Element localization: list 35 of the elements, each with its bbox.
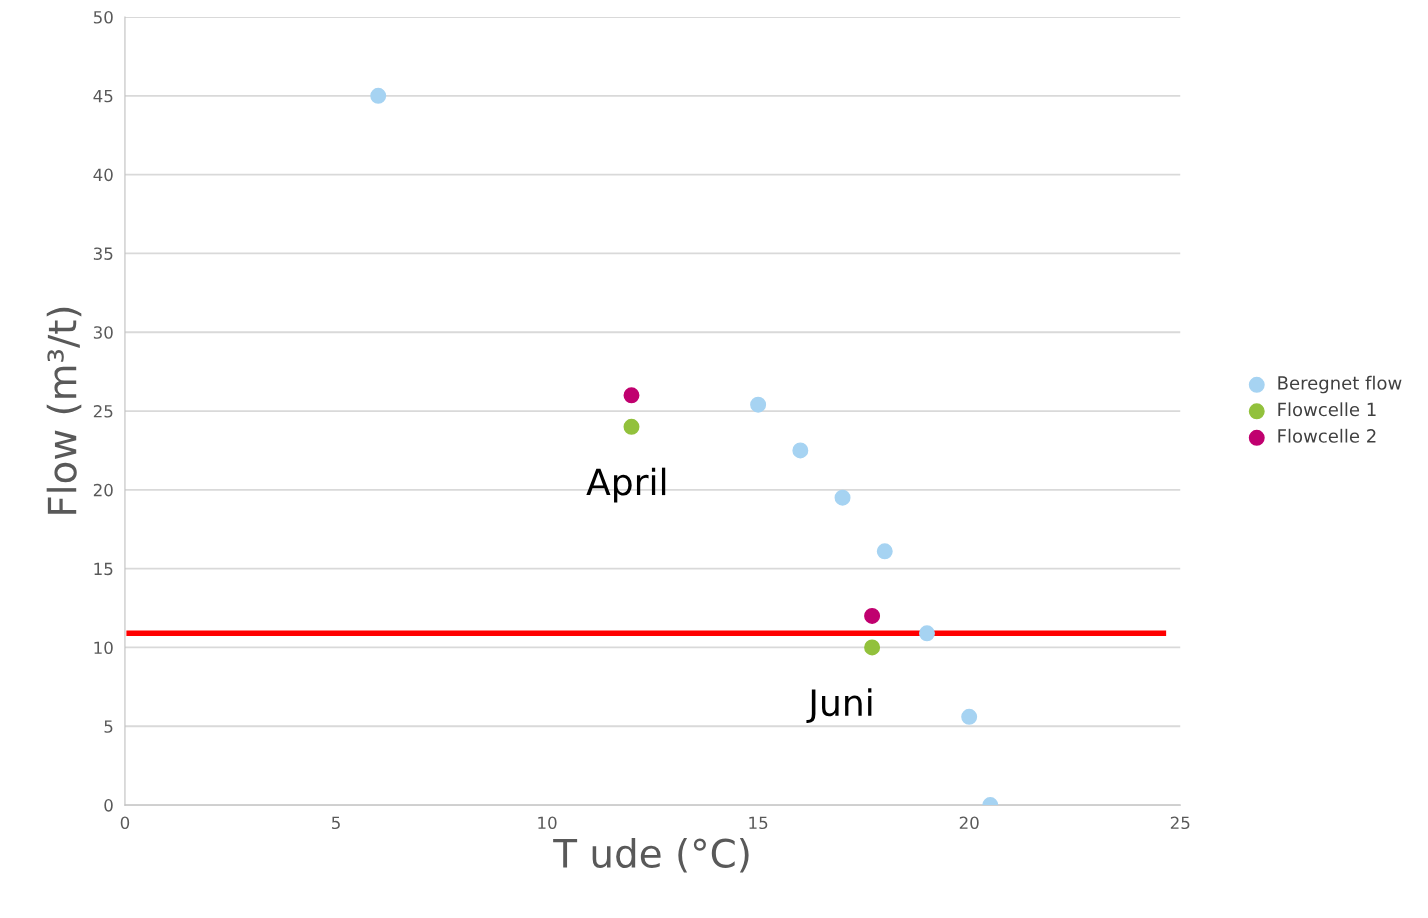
y-tick-label: 45: [93, 89, 113, 103]
point: [623, 387, 640, 404]
point: [792, 442, 809, 459]
y-tick-label: 15: [94, 562, 113, 576]
point: [750, 396, 767, 413]
x-tick-label: 25: [1170, 816, 1190, 830]
y-tick-label: 20: [93, 483, 113, 497]
point: [918, 625, 935, 642]
point: [961, 708, 978, 725]
point: [876, 543, 893, 560]
y-tick-label: 10: [94, 641, 113, 655]
point: [623, 418, 640, 435]
legend-label: Flowcelle 2: [1278, 428, 1376, 443]
x-tick-label: 5: [331, 816, 340, 830]
y-tick-label: 50: [93, 10, 113, 24]
x-tick-label: 0: [120, 816, 130, 830]
annotation: Juni: [806, 688, 872, 723]
y-tick-label: 40: [93, 168, 113, 182]
x-tick-label: 15: [749, 816, 768, 830]
legend-label: Beregnet flow: [1278, 375, 1402, 394]
point: [864, 607, 881, 624]
x-tick-label: 10: [538, 816, 557, 830]
x-axis-title: T ude (°C): [553, 837, 749, 873]
y-axis-title: Flow (m³/t): [46, 307, 82, 514]
point: [834, 489, 851, 506]
y-tick-label: 30: [93, 326, 113, 339]
y-tick-label: 35: [93, 247, 113, 260]
point: [370, 87, 387, 104]
y-tick-label: 0: [104, 799, 113, 812]
x-tick-label: 20: [959, 816, 979, 830]
legend-label: Flowcelle 1: [1278, 402, 1376, 417]
y-tick-label: 25: [93, 405, 113, 418]
point: [864, 639, 881, 656]
annotation: April: [586, 467, 666, 503]
y-tick-label: 5: [104, 720, 113, 733]
